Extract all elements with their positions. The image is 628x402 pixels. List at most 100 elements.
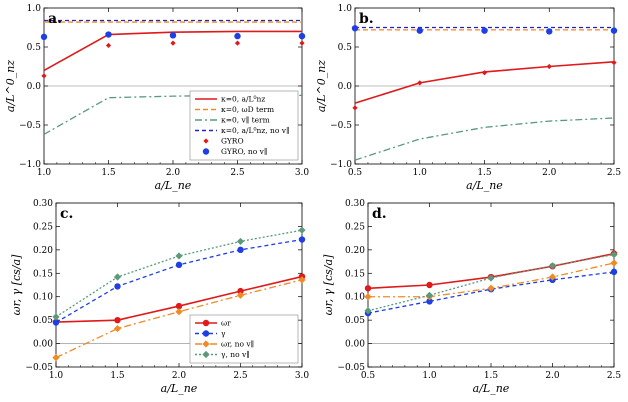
x-tick-label: 1.5 <box>477 168 492 178</box>
legend-label: GYRO, no v∥ <box>221 147 267 156</box>
y-axis-label: ωr, γ [cs/a] <box>322 254 335 315</box>
series-5 <box>351 25 618 35</box>
series-3 <box>52 226 306 321</box>
chart-panel-b: 0.5 1.0 1.5 2.0 2.5 −1.0 −0.5 0.0 0.5 1.0 b. a/L_ne… <box>315 4 621 192</box>
legend-label: κ=0, a/L⁰nz <box>221 95 265 104</box>
data-point <box>364 307 372 315</box>
data-point <box>487 274 495 282</box>
data-point <box>352 105 358 111</box>
legend-label: κ=0, ωD term <box>221 105 274 114</box>
chart-panel-a: 1.0 1.5 2.0 2.5 3.0 −1.0 −0.5 0.0 0.5 1.0 a. a/L_ne… <box>4 4 309 192</box>
x-tick-label: 2.0 <box>545 371 560 381</box>
x-tick-label: 1.0 <box>413 168 428 178</box>
data-point <box>234 40 241 46</box>
data-point <box>52 313 60 321</box>
legend-swatch-marker <box>202 350 210 359</box>
y-tick-label: 0.0 <box>27 82 42 92</box>
legend-label: κ=0, a/L⁰nz, no v∥ <box>221 126 289 135</box>
data-point <box>175 308 183 316</box>
y-tick-label: 0.25 <box>345 222 365 232</box>
legend-swatch-marker <box>202 148 210 155</box>
data-point <box>113 324 122 333</box>
y-tick-label: 0.20 <box>33 246 53 256</box>
legend-label: ωr, no v∥ <box>221 340 254 349</box>
data-point <box>237 287 244 295</box>
legend-label: κ=0, v∥ term <box>221 116 270 125</box>
data-point <box>40 33 48 41</box>
legend-label: γ, no v∥ <box>221 350 250 359</box>
data-point <box>610 259 618 267</box>
legend: ωrγ ωr, no v∥γ, no v∥ <box>189 314 299 364</box>
y-axis-label: ωr, γ [cs/a] <box>10 254 23 315</box>
data-point <box>170 40 176 46</box>
y-axis-label: a/L^0_nz <box>315 60 328 112</box>
series-2 <box>52 276 306 362</box>
data-point <box>175 261 183 269</box>
y-tick-label: 0.05 <box>33 316 53 326</box>
data-point <box>546 63 552 70</box>
data-point <box>298 276 306 284</box>
y-tick-label: 0.5 <box>338 43 353 53</box>
x-tick-label: 1.0 <box>37 168 52 178</box>
panel-label: a. <box>48 11 62 27</box>
x-tick-label: 2.0 <box>172 371 187 381</box>
data-point <box>114 316 121 324</box>
series-line <box>367 253 615 312</box>
series-2 <box>354 117 615 161</box>
data-point <box>611 60 617 66</box>
series-4 <box>41 40 305 79</box>
y-tick-label: 0.15 <box>33 269 53 279</box>
legend-swatch-marker <box>202 340 210 348</box>
data-point <box>175 252 183 260</box>
data-point <box>299 40 305 46</box>
series-line <box>43 94 302 135</box>
y-tick-label: 0.5 <box>27 43 42 53</box>
panel-label: d. <box>372 206 387 222</box>
panel-label: c. <box>60 206 73 222</box>
data-point <box>610 27 618 34</box>
legend-swatch-marker <box>203 138 209 144</box>
data-point <box>364 285 372 292</box>
data-point <box>169 32 177 39</box>
x-tick-label: 2.5 <box>233 371 248 381</box>
legend-swatch-marker <box>202 330 210 337</box>
data-point <box>234 32 241 40</box>
y-tick-label: 0.00 <box>33 340 53 350</box>
y-tick-label: 0.05 <box>345 316 365 326</box>
y-tick-label: 0.30 <box>33 199 53 209</box>
y-tick-label: 0.00 <box>345 340 365 350</box>
data-point <box>610 250 618 259</box>
panel-label: b. <box>359 11 374 27</box>
y-tick-label: −1.0 <box>19 160 41 170</box>
data-point <box>426 298 433 305</box>
x-axis-label: a/L_ne <box>155 179 192 192</box>
data-point <box>114 283 121 290</box>
x-tick-label: 2.0 <box>166 168 181 178</box>
x-tick-label: 1.5 <box>484 371 499 381</box>
data-point <box>52 319 60 326</box>
data-point <box>236 291 245 299</box>
data-point <box>364 293 372 301</box>
data-point <box>298 226 306 234</box>
y-tick-label: 0.20 <box>345 246 365 256</box>
y-tick-label: −0.5 <box>330 121 352 131</box>
data-point <box>487 284 495 292</box>
y-tick-label: 0.15 <box>345 269 365 279</box>
y-tick-label: 0.10 <box>345 293 365 303</box>
data-point <box>546 28 553 35</box>
series-line <box>55 229 303 318</box>
data-point <box>416 27 423 34</box>
x-axis-label: a/L_ne <box>466 179 503 192</box>
chart-panel-c: 1.0 1.5 2.0 2.5 3.0 −0.05 0.00 0.05 0.10 0.15 0.20… <box>10 199 309 395</box>
x-tick-label: 2.5 <box>607 168 622 178</box>
y-tick-label: −0.05 <box>25 363 53 373</box>
x-tick-label: 3.0 <box>295 371 310 381</box>
y-axis-label: a/L^0_nz <box>4 60 17 112</box>
x-tick-label: 1.5 <box>101 168 116 178</box>
legend-swatch-marker <box>202 319 210 327</box>
data-point <box>481 27 488 34</box>
y-tick-label: 0.10 <box>33 293 53 303</box>
data-point <box>298 236 306 243</box>
